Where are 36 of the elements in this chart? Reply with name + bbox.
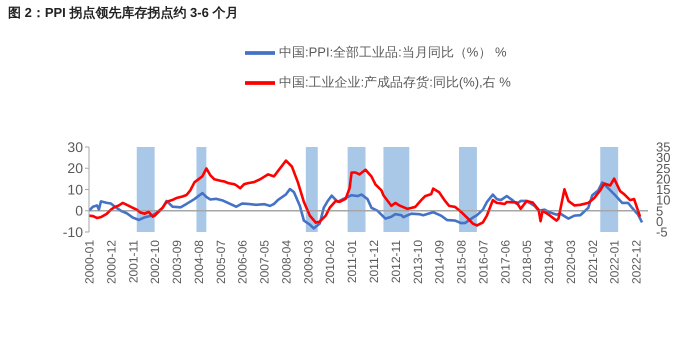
x-tick-label: 2011-12 <box>366 240 381 284</box>
x-tick-label: 2000-01 <box>82 240 97 284</box>
x-tick-label: 2009-03 <box>301 240 316 284</box>
y-tick-label: -10 <box>62 224 84 240</box>
x-tick-label: 2022-01 <box>608 240 622 284</box>
x-tick-label: 2008-04 <box>279 240 294 284</box>
x-tick-label: 2020-03 <box>564 240 578 284</box>
x-tick-label: 2019-04 <box>542 240 556 284</box>
x-tick-label: 2003-09 <box>170 240 184 284</box>
x-tick-label: 2022-12 <box>630 240 644 284</box>
x-tick-label: 2021-02 <box>586 240 600 284</box>
x-tick-label: 2015-08 <box>454 240 469 284</box>
x-tick-label: 2013-10 <box>410 240 425 284</box>
chart-title: 图 2：PPI 拐点领先库存拐点约 3-6 个月 <box>8 4 238 22</box>
x-tick-label: 2002-10 <box>148 240 162 284</box>
y2-tick-label: -5 <box>656 224 668 240</box>
x-tick-label: 2007-05 <box>258 240 272 284</box>
x-tick-label: 2017-06 <box>498 240 512 284</box>
y-tick-label: 0 <box>75 202 84 219</box>
x-tick-label: 2006-06 <box>236 240 250 284</box>
x-tick-label: 2012-11 <box>388 240 403 284</box>
x-tick-label: 2004-08 <box>192 240 206 284</box>
x-tick-label: 2005-07 <box>214 240 228 284</box>
line-series <box>89 159 642 227</box>
x-tick-label: 2001-11 <box>126 240 140 284</box>
legend-label: 中国:工业企业:产成品存货:同比(%),右 % <box>279 74 511 90</box>
y-tick-label: 30 <box>67 138 84 155</box>
x-tick-label: 2018-05 <box>520 240 534 284</box>
legend-label: 中国:PPI:全部工业品:当月同比（%） % <box>279 44 507 60</box>
x-tick-label: 2000-12 <box>104 240 118 284</box>
y-tick-label: 10 <box>67 181 84 198</box>
y-tick-label: 20 <box>67 160 84 176</box>
x-tick-label: 2011-01 <box>345 240 360 284</box>
x-tick-label: 2010-02 <box>323 240 338 284</box>
x-tick-label: 2014-09 <box>432 240 447 284</box>
x-tick-label: 2016-07 <box>476 240 490 284</box>
